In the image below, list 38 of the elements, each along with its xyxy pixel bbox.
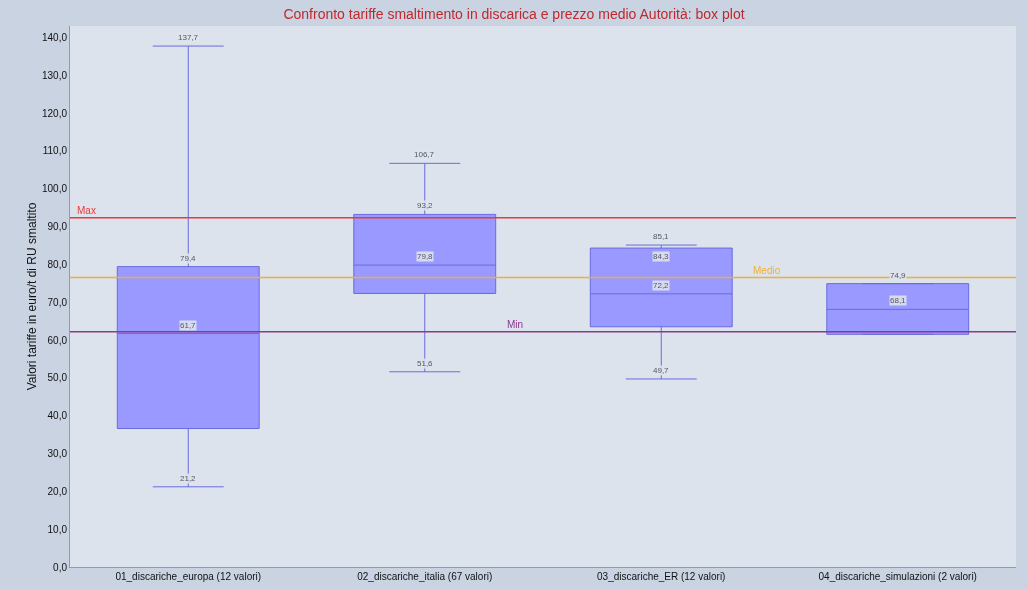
y-tick-label: 100,0 [41,183,68,195]
annotation: 61,7 [180,321,197,330]
y-tick-label: 130,0 [41,69,68,81]
y-tick-label: 90,0 [47,221,68,233]
y-tick-label: 110,0 [42,145,68,157]
annotation: 74,9 [890,271,907,280]
x-tick-label: 04_discariche_simulazioni (2 valori) [818,571,977,582]
x-tick-label: 03_discariche_ER (12 valori) [597,571,726,582]
ref-line-label: Min [507,319,524,330]
chart-title: Confronto tariffe smaltimento in discarica e prezzo medio Autorità: box plot [283,5,745,22]
y-tick-label: 0,0 [53,561,68,573]
annotation: 85,1 [653,232,670,241]
annotation: 51,6 [417,359,434,368]
annotation: 72,2 [653,281,670,290]
y-tick-label: 40,0 [47,410,68,422]
ref-line-label: Medio [753,265,781,276]
y-tick-label: 10,0 [47,523,68,535]
annotation: 68,1 [890,296,907,305]
ref-line-label: Max [77,205,96,216]
annotation: 79,4 [180,254,197,263]
annotation: 93,2 [417,201,434,210]
annotation: 84,3 [653,252,670,261]
x-tick-label: 01_discariche_europa (12 valori) [115,571,262,582]
annotation: 106,7 [414,150,435,159]
y-tick-label: 120,0 [41,107,68,119]
y-tick-label: 80,0 [47,258,68,270]
y-tick-label: 30,0 [47,448,68,459]
y-tick-label: 70,0 [47,296,68,308]
y-tick-label: 60,0 [47,334,68,346]
annotation: 49,7 [653,366,670,375]
annotation: 21,2 [180,474,197,483]
y-tick-label: 50,0 [47,372,68,384]
annotation: 137,7 [178,33,199,42]
y-axis-title: Valori tariffe in euro/t di RU smaltito [25,202,39,391]
y-tick-label: 140,0 [41,31,68,43]
y-tick-label: 20,0 [47,485,68,497]
annotation: 79,8 [417,252,434,261]
x-tick-label: 02_discariche_italia (67 valori) [357,571,493,582]
